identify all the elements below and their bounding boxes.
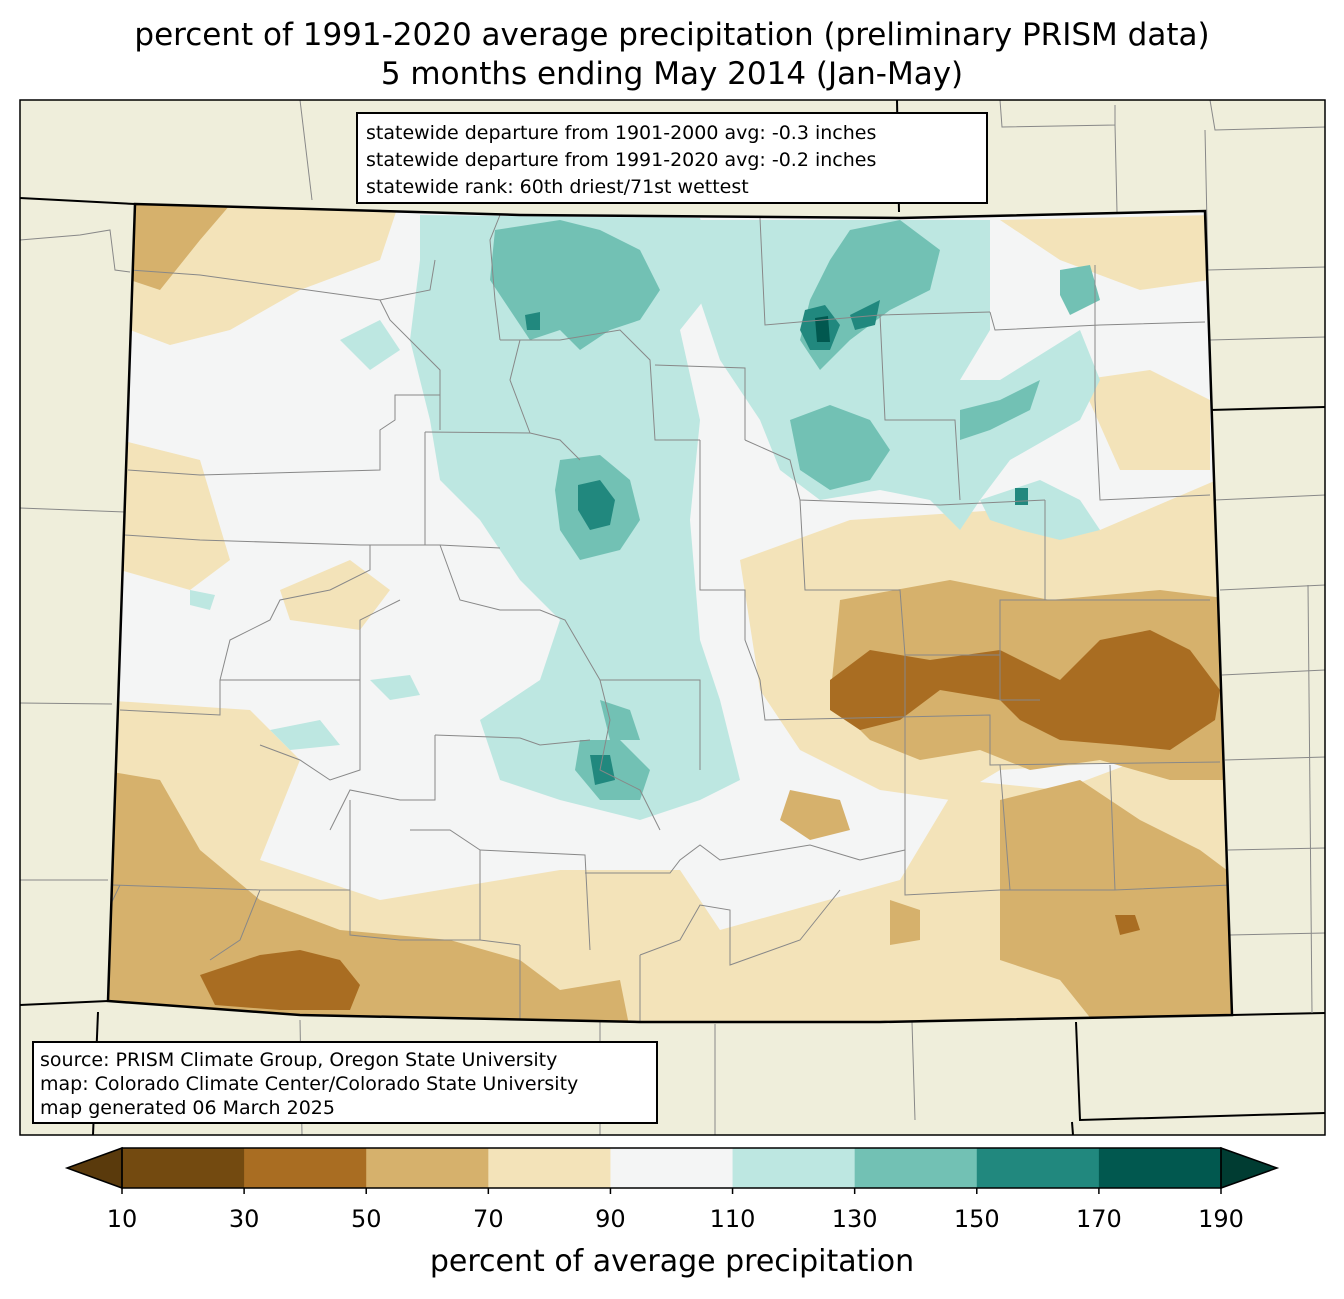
colorbar-tick-label: 190 bbox=[1198, 1205, 1244, 1233]
colorbar-tick-label: 30 bbox=[228, 1205, 260, 1233]
colorado-border bbox=[106, 202, 1234, 1024]
statewide-stats-box: statewide departure from 1901-2000 avg: … bbox=[356, 112, 988, 204]
map-title: percent of 1991-2020 average precipitati… bbox=[134, 17, 1210, 53]
colorbar-tick-label: 150 bbox=[953, 1205, 1000, 1233]
map-frame bbox=[19, 99, 1326, 1136]
colorbar-segment bbox=[488, 1148, 611, 1188]
colorbar-tick-label: 70 bbox=[473, 1205, 504, 1233]
statewide-rank: statewide rank: 60th driest/71st wettest bbox=[366, 176, 749, 198]
precipitation-map bbox=[19, 99, 1326, 1136]
colorbar-frame bbox=[121, 1147, 1222, 1189]
precip-contours bbox=[108, 204, 1232, 1022]
colorbar-tick-label: 130 bbox=[831, 1205, 878, 1233]
colorbar-segment bbox=[976, 1148, 1100, 1188]
colorbar-under-arrow bbox=[64, 1146, 123, 1190]
colorbar-tick-label: 50 bbox=[350, 1205, 382, 1233]
colorbar-over-arrow bbox=[1220, 1146, 1280, 1190]
colorbar-label: percent of average precipitation bbox=[429, 1244, 915, 1279]
colorbar-tick-label: 170 bbox=[1075, 1205, 1122, 1233]
colorbar-tick-label: 10 bbox=[106, 1205, 138, 1233]
county-lines bbox=[108, 214, 1231, 1022]
colorbar-segment bbox=[854, 1148, 978, 1188]
map-credit-line: map: Colorado Climate Center/Colorado St… bbox=[40, 1073, 579, 1095]
colorbar-segment bbox=[1098, 1148, 1222, 1188]
source-line: source: PRISM Climate Group, Oregon Stat… bbox=[40, 1049, 558, 1071]
departure-1901-2000: statewide departure from 1901-2000 avg: … bbox=[366, 122, 877, 144]
colorbar-segment bbox=[122, 1148, 245, 1188]
map-subtitle: 5 months ending May 2014 (Jan-May) bbox=[380, 56, 964, 92]
colorbar-segment bbox=[732, 1148, 856, 1188]
colorbar-segment bbox=[366, 1148, 489, 1188]
colorbar-tick-label: 110 bbox=[709, 1205, 756, 1233]
source-box: source: PRISM Climate Group, Oregon Stat… bbox=[32, 1041, 658, 1124]
colorbar bbox=[64, 1146, 1280, 1194]
colorbar-segment bbox=[244, 1148, 367, 1188]
departure-1991-2020: statewide departure from 1991-2020 avg: … bbox=[366, 149, 877, 171]
map-generated-line: map generated 06 March 2025 bbox=[40, 1097, 335, 1119]
colorbar-tick-label: 90 bbox=[595, 1205, 626, 1233]
colorbar-segment bbox=[610, 1148, 734, 1188]
